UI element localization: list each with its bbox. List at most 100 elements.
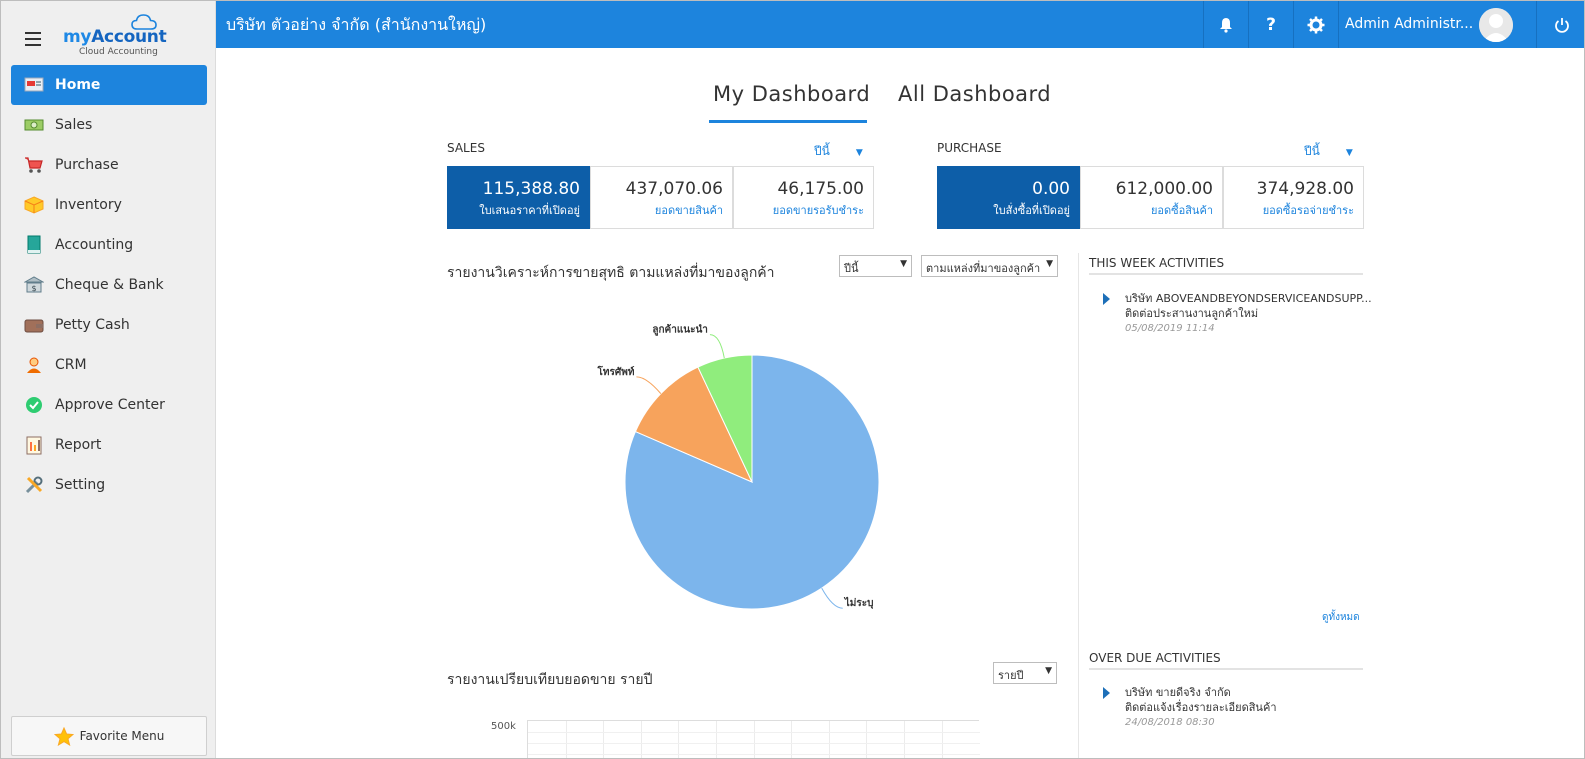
tab-my-dashboard[interactable]: My Dashboard (713, 82, 871, 106)
activity-title: บริษัท ขายดีจริง จำกัด (1125, 686, 1231, 699)
grid-line (791, 721, 793, 758)
home-icon (23, 74, 45, 96)
sidebar-item-accounting[interactable]: Accounting (11, 225, 207, 265)
activity-title: บริษัท ABOVEANDBEYONDSERVICEANDSUPP... (1125, 292, 1372, 305)
money-icon (23, 114, 45, 136)
purchase-section-title: PURCHASE (937, 141, 1002, 155)
sales-period-select[interactable]: ปีนี้ ▼ (814, 144, 863, 158)
logout-button[interactable] (1536, 1, 1584, 48)
star-icon (53, 726, 74, 746)
caret-down-icon: ▼ (1345, 148, 1353, 158)
sidebar-item-purchase[interactable]: Purchase (11, 145, 207, 185)
menu-icon[interactable] (25, 32, 41, 46)
sidebar-item-crm[interactable]: CRM (11, 345, 207, 385)
pie-slice-label: โทรศัพท์ (597, 365, 635, 378)
purchase-kpi-purchase-total[interactable]: 612,000.00 ยอดซื้อสินค้า (1080, 166, 1223, 229)
this-week-header: THIS WEEK ACTIVITIES (1089, 256, 1363, 275)
user-menu[interactable] (1338, 1, 1536, 48)
active-tab-indicator (709, 120, 867, 123)
sidebar-item-label: Report (55, 437, 102, 453)
bell-icon (1220, 17, 1232, 33)
svg-text:$: $ (31, 284, 36, 293)
sidebar-item-label: CRM (55, 357, 87, 373)
sidebar-item-home[interactable]: Home (11, 65, 207, 105)
people-icon (23, 354, 45, 376)
sidebar: myAccount Cloud Accounting Home Sales (1, 1, 216, 758)
sidebar-nav: Home Sales Purchase Inventory (11, 65, 207, 505)
overdue-header: OVER DUE ACTIVITIES (1089, 651, 1363, 670)
sales-kpi-open-quotes[interactable]: 115,388.80 ใบเสนอราคาที่เปิดอยู่ (447, 166, 590, 229)
caret-down-icon: ▼ (900, 259, 907, 269)
caret-down-icon: ▼ (1046, 259, 1053, 269)
pie-leader-line (636, 376, 662, 394)
grid-line (528, 754, 980, 755)
sidebar-item-label: Cheque & Bank (55, 277, 164, 293)
pie-slice-label: ลูกค้าแนะนำ (652, 324, 708, 337)
pie-source-select[interactable]: ตามแหล่งที่มาของลูกค้า ▼ (921, 255, 1058, 277)
help-button[interactable]: ? (1248, 1, 1293, 48)
notification-button[interactable] (1203, 1, 1248, 48)
sidebar-item-label: Sales (55, 117, 93, 133)
pie-report-title: รายงานวิเคราะห์การขายสุทธิ ตามแหล่งที่มา… (447, 265, 775, 281)
sidebar-item-setting[interactable]: Setting (11, 465, 207, 505)
book-icon (23, 234, 45, 256)
sidebar-item-label: Approve Center (55, 397, 165, 413)
logo[interactable]: myAccount Cloud Accounting (63, 13, 173, 61)
grid-line (528, 743, 980, 744)
activity-item[interactable]: บริษัท ABOVEANDBEYONDSERVICEANDSUPP... ต… (1089, 289, 1372, 335)
sidebar-item-report[interactable]: Report (11, 425, 207, 465)
sales-kpi-sales-total[interactable]: 437,070.06 ยอดขายสินค้า (590, 166, 733, 229)
grid-line (528, 732, 980, 733)
sidebar-item-label: Inventory (55, 197, 122, 213)
grid-line (678, 721, 680, 758)
pie-slice-label: ไม่ระบุ (844, 596, 874, 609)
pie-slice[interactable] (697, 354, 753, 483)
cloud-icon (131, 14, 157, 30)
logo-tagline: Cloud Accounting (79, 47, 158, 57)
play-icon (1103, 293, 1110, 305)
sidebar-item-petty-cash[interactable]: Petty Cash (11, 305, 207, 345)
activity-subject: ติดต่อประสานงานลูกค้าใหม่ (1125, 307, 1259, 320)
grid-line (904, 721, 905, 758)
sidebar-item-label: Petty Cash (55, 317, 130, 333)
see-all-link[interactable]: ดูทั้งหมด (1322, 612, 1360, 623)
bar-chart-area (527, 720, 980, 758)
bar-report-title: รายงานเปรียบเทียบยอดขาย รายปี (447, 672, 653, 688)
pie-leader-line (821, 587, 843, 609)
favorite-menu-button[interactable]: Favorite Menu (11, 716, 207, 756)
activity-divider (1078, 253, 1079, 758)
company-name[interactable]: บริษัท ตัวอย่าง จำกัด (สำนักงานใหญ่) (226, 15, 487, 34)
logo-text: myAccount (63, 27, 167, 47)
wallet-icon (23, 314, 45, 336)
top-bar: บริษัท ตัวอย่าง จำกัด (สำนักงานใหญ่) ? A… (216, 1, 1584, 48)
settings-button[interactable] (1293, 1, 1338, 48)
sidebar-item-cheque-bank[interactable]: $ Cheque & Bank (11, 265, 207, 305)
sidebar-item-label: Purchase (55, 157, 119, 173)
dashboard-main: My Dashboard All Dashboard SALES ปีนี้ ▼ … (216, 48, 1584, 758)
caret-down-icon: ▼ (1045, 666, 1052, 676)
cart-icon (23, 154, 45, 176)
avatar[interactable] (1479, 8, 1513, 42)
grid-line (565, 721, 567, 758)
grid-line (828, 721, 830, 758)
pie-leader-line (709, 334, 725, 359)
activity-time: 05/08/2019 11:14 (1125, 323, 1215, 334)
caret-down-icon: ▼ (855, 148, 863, 158)
sidebar-item-label: Home (55, 77, 101, 93)
sidebar-item-inventory[interactable]: Inventory (11, 185, 207, 225)
sidebar-item-approve-center[interactable]: Approve Center (11, 385, 207, 425)
bar-period-select[interactable]: รายปี ▼ (993, 662, 1057, 684)
play-icon (1103, 687, 1110, 699)
tab-all-dashboard[interactable]: All Dashboard (898, 82, 1052, 106)
purchase-kpi-payable[interactable]: 374,928.00 ยอดซื้อรอจ่ายชำระ (1223, 166, 1364, 229)
overdue-activity-item[interactable]: บริษัท ขายดีจริง จำกัด ติดต่อแจ้งเรื่องร… (1089, 683, 1369, 729)
sidebar-item-sales[interactable]: Sales (11, 105, 207, 145)
grid-line (941, 721, 943, 758)
pie-period-select[interactable]: ปีนี้ ▼ (839, 255, 912, 277)
username[interactable]: Admin Administr... (1345, 16, 1474, 32)
grid-line (603, 721, 605, 758)
purchase-kpi-open-orders[interactable]: 0.00 ใบสั่งซื้อที่เปิดอยู่ (937, 166, 1080, 229)
purchase-period-select[interactable]: ปีนี้ ▼ (1304, 144, 1353, 158)
sales-kpi-receivable[interactable]: 46,175.00 ยอดขายรอรับชำระ (733, 166, 874, 229)
